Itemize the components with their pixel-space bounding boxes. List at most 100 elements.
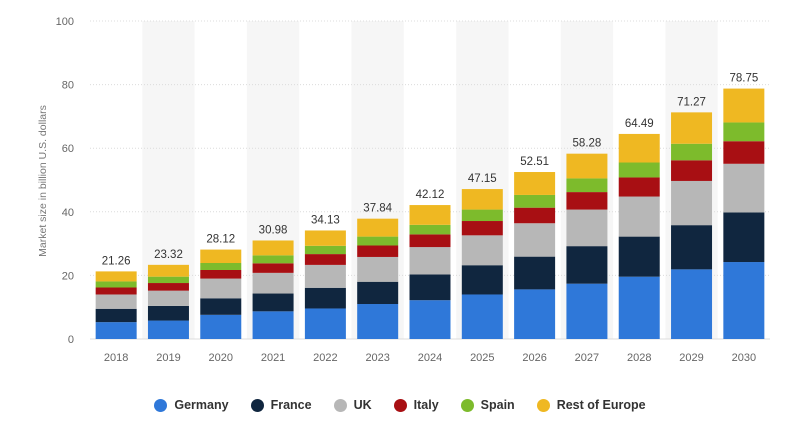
bar-segment [357, 304, 399, 339]
bar-segment [200, 269, 242, 279]
bar-segment [461, 209, 503, 222]
legend-item[interactable]: Spain [460, 398, 515, 412]
legend-label: France [270, 398, 312, 412]
legend-label: UK [353, 398, 372, 412]
total-label: 28.12 [206, 234, 235, 246]
y-tick-label: 80 [62, 80, 74, 92]
legend-label: Italy [413, 398, 439, 412]
legend-item[interactable]: Rest of Europe [536, 398, 646, 412]
bar-segment [95, 322, 137, 339]
total-label: 78.75 [729, 73, 758, 85]
bar-segment [723, 163, 765, 213]
legend-item[interactable]: Italy [393, 398, 439, 412]
bar-segment [95, 287, 137, 295]
legend-swatch [536, 398, 550, 412]
bar-segment [304, 287, 346, 309]
bar-segment [200, 314, 242, 339]
total-label: 30.98 [259, 224, 288, 236]
legend: Germany France UK Italy Spain Rest of Europe [0, 398, 800, 412]
bar-segment [200, 278, 242, 299]
legend-item[interactable]: France [250, 398, 312, 412]
bar-segment [461, 235, 503, 266]
bar-segment [252, 272, 294, 294]
y-axis-ticks: 0 20 40 60 80 100 [56, 16, 74, 346]
bar-segment [618, 133, 660, 163]
bar-segment [357, 236, 399, 246]
x-tick-label: 2029 [679, 352, 703, 364]
bar-segment [304, 264, 346, 288]
x-tick-label: 2018 [104, 352, 128, 364]
legend-swatch [333, 398, 347, 412]
bar-segment [566, 192, 608, 210]
bar-segment [304, 254, 346, 265]
legend-label: Germany [174, 398, 229, 412]
bar-segment [671, 143, 713, 161]
bar-segment [147, 305, 189, 321]
bar-segment [723, 122, 765, 142]
legend-item[interactable]: UK [333, 398, 372, 412]
bars [95, 88, 765, 339]
bar-segment [200, 249, 242, 263]
bar-segment [671, 180, 713, 226]
bar-segment [671, 160, 713, 181]
legend-swatch [250, 398, 264, 412]
bar-segment [618, 177, 660, 197]
bar-segment [95, 308, 137, 323]
y-axis-label: Market size in billion U.S. dollars [37, 105, 49, 257]
bar-segment [723, 212, 765, 263]
bar-segment [147, 320, 189, 339]
bar-segment [566, 246, 608, 284]
bar-segment [147, 290, 189, 306]
x-tick-label: 2025 [470, 352, 494, 364]
legend-item[interactable]: Germany [154, 398, 229, 412]
total-label: 58.28 [573, 138, 602, 150]
y-tick-label: 60 [62, 143, 74, 155]
bar-segment [200, 298, 242, 315]
bar-segment [357, 218, 399, 237]
bar-segment [461, 189, 503, 210]
bar-segment [252, 255, 294, 264]
bar-segment [618, 162, 660, 178]
bar-segment [514, 207, 556, 224]
bar-segment [514, 256, 556, 290]
x-tick-label: 2023 [365, 352, 389, 364]
bar-segment [723, 262, 765, 339]
total-label: 52.51 [520, 156, 549, 168]
bar-segment [514, 223, 556, 257]
bar-segment [252, 263, 294, 273]
bar-segment [252, 311, 294, 339]
bar-segment [461, 265, 503, 295]
bar-segment [304, 308, 346, 339]
legend-swatch [460, 398, 474, 412]
bar-segment [566, 153, 608, 179]
bar-segment [514, 194, 556, 208]
bar-segment [95, 271, 137, 282]
bar-segment [252, 240, 294, 256]
bar-segment [304, 230, 346, 246]
x-tick-label: 2021 [261, 352, 285, 364]
y-tick-label: 40 [62, 207, 74, 219]
legend-label: Rest of Europe [556, 398, 646, 412]
bar-segment [357, 256, 399, 282]
y-tick-label: 100 [56, 16, 74, 28]
bar-segment [147, 283, 189, 291]
bar-segment [304, 245, 346, 255]
x-tick-label: 2030 [732, 352, 756, 364]
bar-segment [566, 178, 608, 193]
bar-segment [671, 225, 713, 270]
bar-segment [357, 245, 399, 257]
total-label: 71.27 [677, 96, 706, 108]
bar-segment [409, 205, 451, 225]
bar-segment [723, 88, 765, 123]
bar-segment [671, 269, 713, 339]
bar-segment [147, 276, 189, 284]
bar-segment [147, 264, 189, 277]
x-axis-ticks: 2018 2019 2020 2021 2022 2023 2024 2025 2026 2027… [104, 352, 756, 364]
total-labels: 21.26 23.32 28.12 30.98 34.13 37.84 42.12 47.15… [102, 73, 758, 268]
bar-segment [409, 300, 451, 339]
bar-segment [618, 196, 660, 237]
bar-segment [461, 221, 503, 236]
bar-segment [514, 289, 556, 339]
bar-segment [357, 281, 399, 305]
